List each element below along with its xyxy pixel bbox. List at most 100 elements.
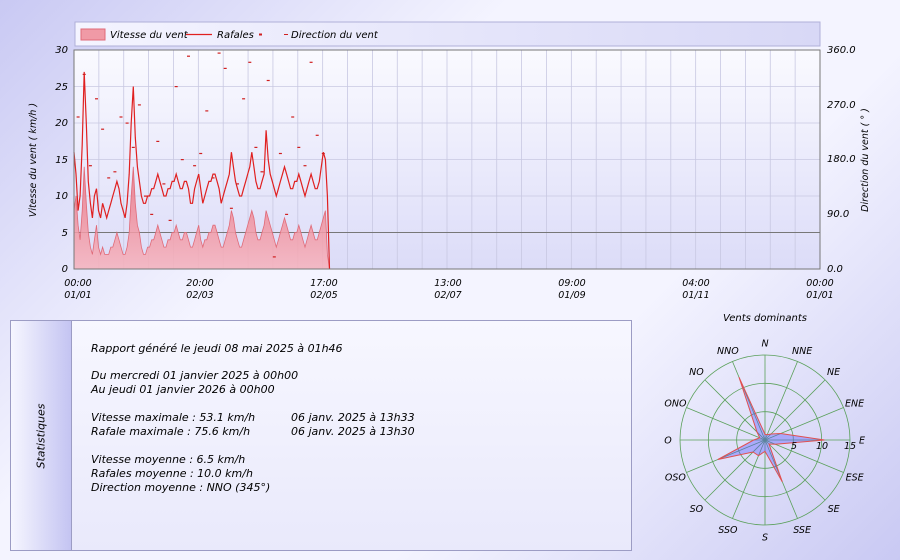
rose-direction-label: SE (828, 504, 840, 515)
direction-mark (131, 146, 135, 148)
rose-direction-label: ONO (664, 398, 687, 409)
x-tick-date: 01/01 (64, 290, 91, 301)
wind-chart: Vitesse du vent Rafales Direction du ven… (28, 21, 871, 301)
direction-mark (107, 177, 111, 179)
max-gust-date: 06 janv. 2025 à 13h30 (291, 425, 415, 438)
x-tick-date: 01/01 (806, 290, 833, 301)
legend-gust-label: Rafales (217, 30, 254, 41)
x-ticks: 00:00 01/01 20:00 02/03 17:00 02/05 13:0… (64, 278, 833, 301)
rose-spoke (764, 439, 826, 501)
direction-mark (315, 134, 319, 136)
direction-mark (168, 219, 172, 221)
direction-mark (211, 177, 215, 179)
direction-mark (187, 55, 190, 57)
rose-direction-label: NNE (792, 346, 812, 357)
rose-direction-label: OSO (665, 473, 687, 484)
rose-spoke (764, 379, 826, 441)
rose-direction-label: SSO (718, 525, 738, 536)
x-tick-time: 00:00 (64, 278, 91, 289)
direction-mark (125, 122, 129, 124)
direction-mark (236, 183, 239, 185)
wind-rose: Vents dominants N NNE NE ENE E ESE SE SSE S SSO SO… (664, 313, 865, 544)
direction-mark (254, 146, 258, 148)
rose-spoke (686, 407, 766, 441)
direction-mark (278, 152, 282, 155)
rose-spoke (686, 439, 766, 473)
plot-frame (73, 49, 821, 270)
rose-direction-label: ENE (845, 398, 864, 409)
y-right-tick: 360.0 (827, 45, 856, 56)
direction-mark (223, 67, 227, 69)
legend-direction-swatch (259, 33, 262, 36)
rose-spoke (732, 439, 766, 519)
direction-mark (156, 140, 160, 142)
rose-spoke (704, 379, 766, 441)
direction-mark (229, 207, 233, 209)
y-left-tick: 25 (55, 82, 68, 93)
y-left-tick: 15 (55, 155, 68, 166)
direction-mark (150, 213, 154, 215)
rose-spoke (704, 439, 766, 501)
x-tick-date: 01/11 (682, 290, 709, 301)
speed-area (73, 166, 330, 270)
rose-direction-label: ESE (846, 473, 864, 484)
gust-line (73, 71, 331, 270)
rose-direction-label: SO (690, 504, 704, 515)
x-tick-date: 01/09 (558, 290, 585, 301)
direction-mark (162, 183, 166, 185)
direction-mark (82, 73, 86, 75)
legend-direction-label: Direction du vent (291, 30, 379, 41)
direction-mark (95, 98, 98, 100)
left-axis-label: Vitesse du vent ( km/h ) (28, 103, 39, 217)
x-tick-time: 09:00 (558, 278, 585, 289)
avg-gust: Rafales moyenne : 10.0 km/h (91, 467, 253, 480)
x-tick-date: 02/07 (434, 290, 461, 301)
rose-grid (679, 354, 851, 526)
rose-spoke (764, 361, 798, 441)
direction-mark (199, 152, 203, 155)
x-tick-time: 20:00 (186, 278, 213, 289)
max-gust: Rafale maximale : 75.6 km/h (91, 425, 251, 438)
direction-mark (119, 116, 123, 118)
x-tick-time: 13:00 (434, 278, 461, 289)
x-tick-time: 04:00 (682, 278, 709, 289)
y-right-ticks: 0.0 90.0 180.0 270.0 360.0 (827, 45, 856, 275)
y-left-tick: 10 (55, 191, 68, 202)
statistics-side-bar: Statistiques (11, 321, 72, 550)
right-axis-label: Direction du vent ( ° ) (860, 108, 871, 212)
rose-direction-label: S (762, 533, 768, 544)
legend-speed-label: Vitesse du vent (110, 30, 189, 41)
direction-mark (309, 61, 313, 63)
direction-mark (321, 152, 325, 155)
statistics-side-label: Statistiques (34, 403, 48, 469)
y-right-tick: 270.0 (827, 100, 856, 111)
avg-speed: Vitesse moyenne : 6.5 km/h (91, 453, 246, 466)
y-left-ticks: 0 5 10 15 20 25 30 (55, 45, 68, 275)
rose-title: Vents dominants (723, 313, 807, 324)
direction-mark (76, 116, 80, 118)
direction-mark (205, 110, 209, 112)
direction-mark (180, 159, 184, 161)
direction-mark (266, 79, 270, 82)
x-tick-date: 02/05 (310, 290, 337, 301)
rose-direction-label: NO (689, 367, 704, 378)
direction-mark (297, 146, 301, 148)
direction-mark (137, 104, 141, 106)
y-right-tick: 90.0 (827, 209, 849, 220)
rose-direction-label: N (761, 339, 768, 350)
max-speed: Vitesse maximale : 53.1 km/h (91, 411, 256, 424)
direction-mark (101, 128, 105, 130)
y-left-tick: 5 (62, 228, 68, 239)
direction-mark (242, 98, 246, 100)
period-from: Du mercredi 01 janvier 2025 à 00h00 (91, 369, 299, 382)
direction-mark (88, 165, 92, 167)
direction-mark (291, 116, 295, 118)
direction-mark (285, 213, 289, 215)
rose-r-tick: 5 (791, 441, 797, 452)
rose-direction-label: O (664, 436, 672, 447)
rose-polygon (717, 376, 825, 483)
direction-mark (248, 61, 252, 63)
max-speed-date: 06 janv. 2025 à 13h33 (291, 411, 415, 424)
direction-mark (113, 171, 117, 173)
x-tick-time: 00:00 (806, 278, 833, 289)
